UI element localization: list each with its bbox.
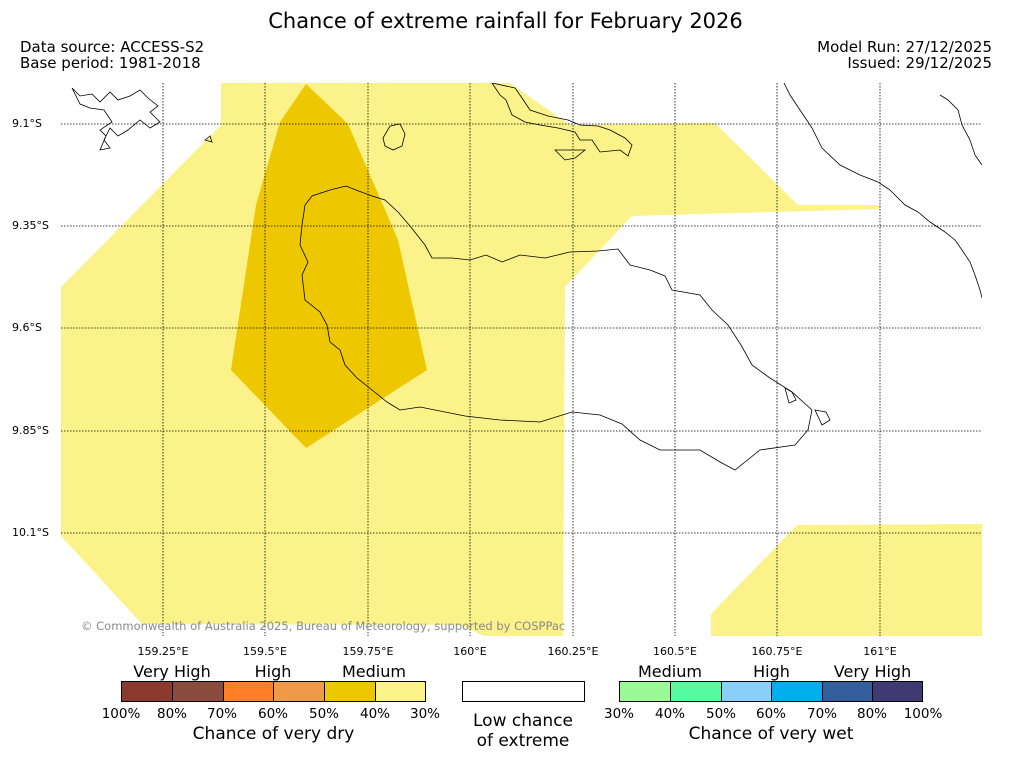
dry-swatch — [223, 681, 275, 702]
lon-label: 160°E — [453, 645, 487, 658]
dry-caption: Chance of very dry — [192, 724, 355, 744]
russell-islands-coast — [71, 87, 161, 151]
wet-tick: 30% — [603, 706, 634, 722]
dry-category-very-high: Very High — [133, 662, 211, 681]
lat-label: 9.35°S — [12, 219, 49, 232]
medium-dry-region-southeast — [711, 524, 982, 636]
wet-swatch — [670, 681, 722, 702]
low-chance-line2: of extreme — [476, 731, 570, 751]
dry-tick: 60% — [257, 706, 288, 722]
dry-tick: 50% — [308, 706, 339, 722]
malaita-islet-a — [784, 387, 797, 404]
wet-category-very-high: Very High — [833, 662, 912, 681]
map-body — [61, 83, 982, 636]
wet-tick: 100% — [903, 706, 943, 722]
guadalcanal-coast — [299, 185, 813, 471]
lon-label: 161°E — [863, 645, 897, 658]
dry-swatch — [324, 681, 376, 702]
dry-category-medium: Medium — [342, 662, 406, 681]
wet-swatch — [771, 681, 823, 702]
meta-right: Model Run: 27/12/2025 Issued: 29/12/2025 — [817, 39, 992, 71]
savo-island-coast — [382, 123, 406, 151]
dry-tick: 80% — [156, 706, 187, 722]
malaita-islet-b — [814, 409, 831, 426]
low-chance-caption: Low chance of extreme — [440, 711, 606, 751]
wet-tick: 50% — [705, 706, 736, 722]
model-run-text: Model Run: 27/12/2025 — [817, 38, 992, 56]
dry-swatch — [121, 681, 173, 702]
malaita-coast — [783, 83, 982, 299]
lon-label: 159.25°E — [137, 645, 189, 658]
dry-swatch — [273, 681, 325, 702]
dry-swatch — [172, 681, 224, 702]
lat-label: 9.1°S — [12, 117, 42, 130]
wet-category-high: High — [753, 662, 790, 681]
dry-category-high: High — [254, 662, 292, 681]
low-chance-swatch — [462, 681, 585, 702]
high-dry-region — [231, 84, 427, 448]
wet-swatch — [619, 681, 671, 702]
lat-label: 9.6°S — [12, 321, 42, 334]
low-chance-line1: Low chance — [473, 711, 573, 731]
wet-caption: Chance of very wet — [688, 724, 854, 744]
dry-tick: 30% — [409, 706, 440, 722]
lat-label: 10.1°S — [12, 526, 49, 539]
lon-label: 159.75°E — [342, 645, 394, 658]
dry-tick: 70% — [206, 706, 237, 722]
wet-tick: 70% — [806, 706, 837, 722]
data-source-text: Data source: ACCESS-S2 — [20, 38, 205, 56]
wet-tick: 60% — [755, 706, 786, 722]
lon-label: 160.25°E — [547, 645, 599, 658]
wet-tick: 40% — [654, 706, 685, 722]
dry-tick: 40% — [359, 706, 390, 722]
issued-text: Issued: 29/12/2025 — [847, 54, 992, 72]
malaita-islet-c — [204, 135, 213, 143]
meta-left: Data source: ACCESS-S2 Base period: 1981… — [20, 39, 204, 71]
lon-label: 160.5°E — [653, 645, 697, 658]
rainfall-map — [61, 83, 982, 636]
wet-swatch — [721, 681, 772, 702]
wet-swatch — [822, 681, 873, 702]
map-title: Chance of extreme rainfall for February … — [268, 9, 743, 33]
nggela-islands-coast — [491, 83, 633, 161]
dry-swatch — [375, 681, 426, 702]
lat-label: 9.85°S — [12, 424, 49, 437]
coastlines — [71, 83, 982, 471]
copyright-notice: © Commonwealth of Australia 2025, Bureau… — [81, 619, 566, 633]
lon-label: 160.75°E — [751, 645, 803, 658]
gridlines — [61, 83, 982, 636]
wet-category-medium: Medium — [638, 662, 702, 681]
dry-tick: 100% — [101, 706, 141, 722]
lon-label: 159.5°E — [243, 645, 287, 658]
wet-tick: 80% — [856, 706, 887, 722]
wet-swatch — [872, 681, 923, 702]
base-period-text: Base period: 1981-2018 — [20, 54, 201, 72]
